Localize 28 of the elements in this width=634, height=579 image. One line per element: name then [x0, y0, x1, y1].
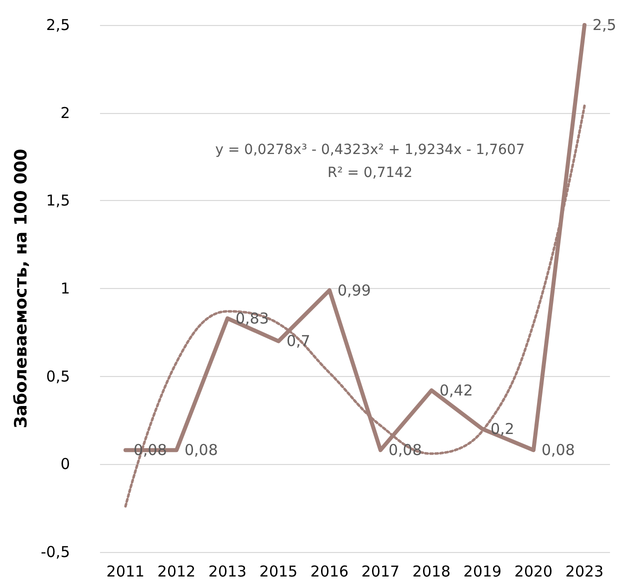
data-label: 0,08: [184, 441, 218, 460]
data-label: 0,42: [440, 381, 473, 400]
y-tick-label: 1,5: [46, 192, 70, 210]
x-tick-label: 2019: [463, 562, 502, 579]
x-tick-label: 2018: [412, 562, 451, 579]
x-tick-label: 2011: [106, 562, 145, 579]
x-tick-label: 2020: [514, 562, 553, 579]
x-tick-label: 2016: [310, 562, 349, 579]
y-axis-title: Заболеваемость, на 100 000: [11, 148, 32, 428]
y-tick-label: -0,5: [40, 543, 70, 561]
annotation: y = 0,0278x³ - 0,4323x² + 1,9234x - 1,7607: [215, 142, 525, 158]
data-label: 0,08: [388, 441, 422, 460]
data-label: 2,5: [592, 16, 616, 34]
y-tick-label: 0: [60, 455, 70, 474]
y-tick-label: 1: [60, 280, 70, 298]
data-label: 0,08: [542, 441, 575, 460]
data-label: 0,83: [236, 309, 269, 328]
x-tick-label: 2023: [565, 562, 604, 579]
data-label: 0,2: [490, 420, 514, 438]
x-tick-label: 2015: [259, 562, 298, 579]
data-label: 0,99: [338, 281, 371, 300]
y-tick-label: 2: [60, 104, 70, 122]
x-tick-label: 2013: [208, 562, 247, 579]
x-tick-label: 2017: [361, 562, 400, 579]
y-tick-label: 2,5: [46, 16, 70, 34]
annotation: R² = 0,7142: [328, 165, 412, 181]
x-tick-label: 2012: [157, 562, 196, 579]
y-tick-label: 0,5: [46, 367, 70, 386]
